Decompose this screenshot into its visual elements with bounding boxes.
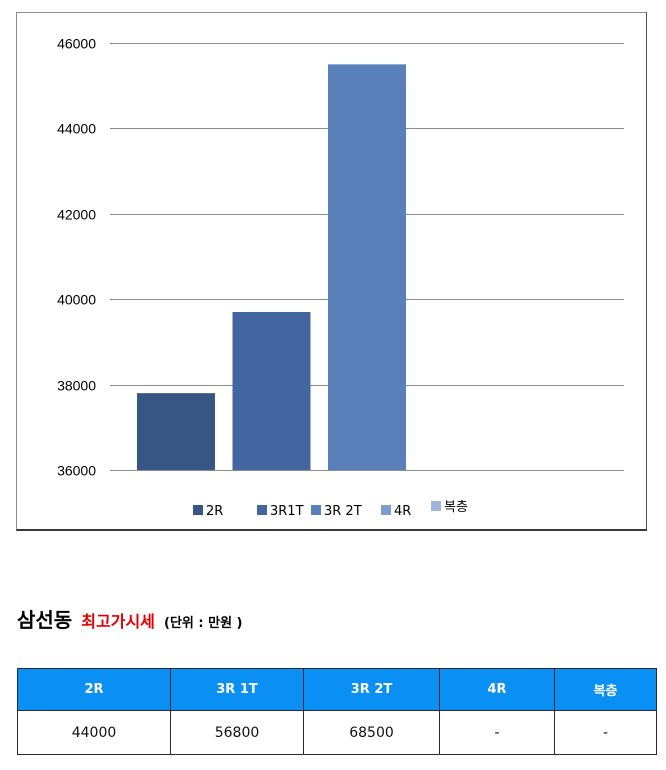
- section-heading: 삼선동 최고가시세 (단위 : 만원 ): [17, 604, 243, 633]
- y-tick-label: 38000: [57, 378, 96, 394]
- bar: [232, 312, 311, 470]
- header-cell-2r: 2R: [17, 668, 171, 711]
- legend-label: 복층: [444, 500, 468, 515]
- table-cell-3r1t: 56800: [170, 710, 304, 755]
- legend-swatch: [381, 505, 391, 515]
- table-cell-3r2t: 68500: [303, 710, 440, 755]
- header-cell-4r: 4R: [439, 668, 555, 711]
- y-tick-label: 40000: [57, 292, 96, 308]
- y-tick-label: 36000: [57, 463, 96, 479]
- table-cell-4r: -: [439, 710, 555, 755]
- legend-swatch: [431, 501, 441, 511]
- heading-subtitle: 최고가시세: [81, 612, 155, 631]
- legend-swatch: [193, 505, 203, 515]
- bar: [328, 64, 406, 470]
- y-tick-label: 44000: [57, 121, 96, 137]
- table-row: 44000 56800 68500 - -: [17, 710, 657, 755]
- legend-swatch: [257, 505, 267, 515]
- price-table: 2R 3R 1T 3R 2T 4R 복층 44000 56800 68500 -…: [17, 668, 657, 755]
- y-tick-label: 42000: [57, 207, 96, 223]
- table-cell-duplex: -: [554, 710, 657, 755]
- legend-label: 3R1T: [270, 504, 304, 519]
- bar: [137, 393, 215, 470]
- legend-label: 2R: [206, 504, 223, 519]
- heading-unit: (단위 : 만원 ): [164, 616, 243, 631]
- legend-label: 4R: [394, 504, 411, 519]
- table-cell-2r: 44000: [17, 710, 171, 755]
- header-cell-3r1t: 3R 1T: [170, 668, 304, 711]
- legend-swatch: [311, 505, 321, 515]
- chart-frame: 36000 38000 40000 42000 44000 46000 2R 3R1T 3R 2…: [16, 12, 647, 531]
- legend-label: 3R 2T: [324, 504, 362, 519]
- table-header-row: 2R 3R 1T 3R 2T 4R 복층: [17, 668, 657, 711]
- heading-title: 삼선동: [17, 608, 73, 632]
- y-tick-label: 46000: [57, 36, 96, 52]
- header-cell-duplex: 복층: [554, 668, 657, 711]
- bar-chart: 36000 38000 40000 42000 44000 46000 2R 3R1T 3R 2…: [57, 36, 624, 519]
- header-cell-3r2t: 3R 2T: [303, 668, 440, 711]
